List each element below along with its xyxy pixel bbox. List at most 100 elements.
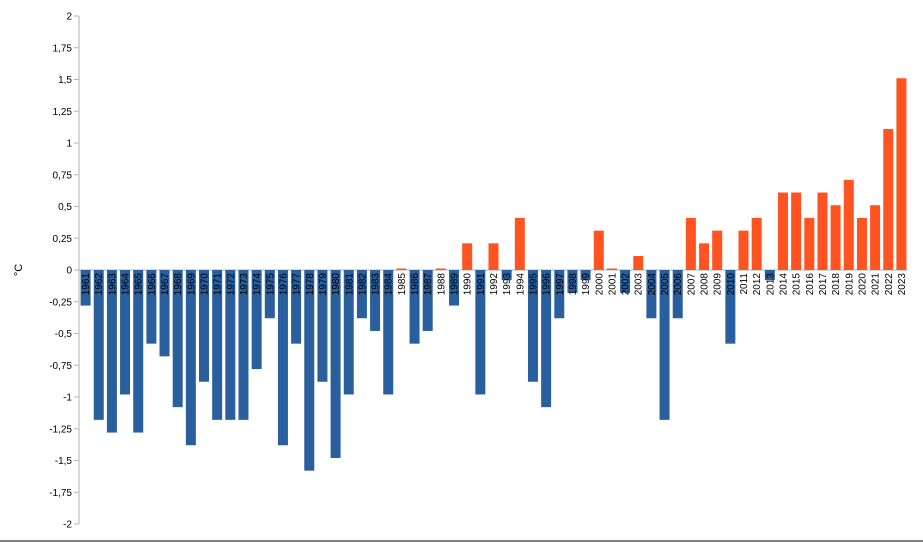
bar-1963 (106, 270, 117, 433)
bar-2022 (883, 129, 894, 270)
bar-2023 (896, 78, 907, 270)
bar-1998 (567, 270, 578, 293)
bar-1990 (462, 243, 473, 270)
x-tick-label-1990: 1990 (463, 273, 474, 296)
x-tick-label-1972: 1972 (226, 273, 237, 296)
x-tick-label-1995: 1995 (528, 273, 539, 296)
bar-2013 (764, 270, 775, 281)
x-tick-label-2010: 2010 (726, 273, 737, 296)
x-tick-label-1980: 1980 (331, 273, 342, 296)
x-tick-label-1979: 1979 (318, 273, 329, 296)
bar-2004 (646, 270, 657, 319)
x-tick-label-2016: 2016 (805, 273, 816, 296)
bar-1972 (225, 270, 236, 420)
bar-2018 (830, 205, 841, 270)
bar-1985 (396, 268, 407, 270)
bar-2008 (699, 243, 710, 270)
x-tick-label-2014: 2014 (778, 273, 789, 296)
bar-2016 (804, 217, 815, 270)
x-tick-label-1994: 1994 (515, 273, 526, 296)
x-tick-label-1999: 1999 (581, 273, 592, 296)
bar-1988 (435, 268, 446, 270)
x-tick-label-1988: 1988 (436, 273, 447, 296)
x-tick-label-2009: 2009 (713, 273, 724, 296)
y-tick-label: 1,25 (53, 107, 73, 118)
x-tick-label-1993: 1993 (502, 273, 513, 296)
bar-1980 (330, 270, 341, 458)
x-tick-label-1975: 1975 (265, 273, 276, 296)
x-tick-label-1962: 1962 (94, 273, 105, 296)
x-tick-label-2018: 2018 (831, 273, 842, 296)
x-tick-label-1998: 1998 (568, 273, 579, 296)
x-tick-label-1997: 1997 (555, 273, 566, 296)
bar-2007 (685, 217, 696, 270)
y-tick-label: -1,25 (49, 424, 72, 435)
bar-1977 (291, 270, 302, 344)
bar-1970 (199, 270, 210, 382)
y-tick-label: 1,5 (58, 75, 72, 86)
y-tick-label: -0,25 (49, 297, 72, 308)
bar-2009 (712, 230, 723, 270)
bar-1965 (133, 270, 144, 433)
bar-1999 (580, 270, 591, 281)
bar-1986 (409, 270, 420, 344)
bar-2002 (620, 270, 631, 293)
x-tick-label-2012: 2012 (752, 273, 763, 296)
bar-1978 (304, 270, 315, 471)
y-tick-label: -1 (63, 393, 72, 404)
x-tick-label-2015: 2015 (792, 273, 803, 296)
bar-1996 (541, 270, 552, 408)
x-tick-label-1987: 1987 (423, 273, 434, 296)
bar-1987 (422, 270, 433, 331)
y-tick-label: 1 (66, 139, 72, 150)
bar-1969 (185, 270, 196, 446)
bar-1993 (501, 270, 512, 281)
bar-2012 (751, 217, 762, 270)
x-tick-label-1969: 1969 (186, 273, 197, 296)
x-tick-label-2021: 2021 (871, 273, 882, 296)
bar-1995 (527, 270, 538, 382)
x-tick-label-2011: 2011 (739, 273, 750, 295)
y-tick-label: 0 (66, 266, 72, 277)
y-tick-label: -0,75 (49, 361, 72, 372)
bar-1971 (212, 270, 223, 420)
x-tick-label-2007: 2007 (686, 273, 697, 296)
y-tick-label: -1,75 (49, 488, 72, 499)
x-tick-label-1974: 1974 (252, 273, 263, 296)
bar-1981 (343, 270, 354, 395)
bar-1994 (514, 217, 525, 270)
x-tick-label-2013: 2013 (765, 273, 776, 296)
x-tick-label-1991: 1991 (476, 273, 487, 296)
bar-1964 (120, 270, 131, 395)
bar-1975 (264, 270, 275, 319)
x-tick-label-2008: 2008 (700, 273, 711, 296)
x-tick-label-2020: 2020 (857, 273, 868, 296)
bar-2014 (777, 192, 788, 270)
y-tick-label: -1,5 (55, 456, 73, 467)
x-tick-label-1978: 1978 (305, 273, 316, 296)
x-tick-label-2004: 2004 (647, 273, 658, 296)
x-tick-label-1973: 1973 (239, 273, 250, 296)
x-tick-label-1977: 1977 (292, 273, 303, 296)
bar-1973 (238, 270, 249, 420)
x-tick-label-1966: 1966 (147, 273, 158, 296)
y-tick-label: -0,5 (55, 329, 73, 340)
bar-2017 (817, 192, 828, 270)
x-tick-label-2005: 2005 (660, 273, 671, 296)
x-tick-label-1983: 1983 (371, 273, 382, 296)
bar-2011 (738, 230, 749, 270)
bar-1989 (449, 270, 460, 306)
x-tick-label-2001: 2001 (607, 273, 618, 296)
bar-1966 (146, 270, 157, 344)
bar-1983 (370, 270, 381, 331)
bar-1997 (554, 270, 565, 319)
y-tick-label: 0,25 (53, 234, 73, 245)
bar-1962 (93, 270, 104, 420)
bar-1974 (251, 270, 262, 370)
x-tick-label-1971: 1971 (213, 273, 224, 296)
bar-1968 (172, 270, 183, 408)
x-tick-label-1965: 1965 (134, 273, 145, 296)
bar-2005 (659, 270, 670, 420)
bar-1984 (383, 270, 394, 395)
